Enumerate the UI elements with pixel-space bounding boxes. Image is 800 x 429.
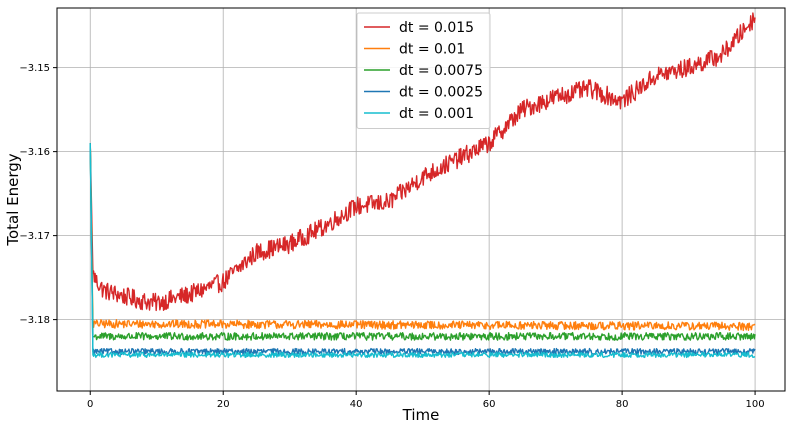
x-tick-label: 0: [87, 399, 93, 410]
x-tick-label: 40: [350, 399, 363, 410]
y-tick-label: −3.15: [19, 63, 50, 74]
y-tick-label: −3.16: [19, 147, 50, 158]
series-line: [89, 12, 756, 312]
series-line: [89, 143, 756, 341]
series-line: [89, 143, 756, 332]
series-line: [89, 143, 756, 359]
legend-entry: dt = 0.015: [399, 20, 474, 36]
plot-frame: [56, 7, 786, 392]
legend-entry: dt = 0.0075: [399, 63, 483, 79]
x-tick-label: 20: [217, 399, 230, 410]
x-tick-label: 80: [616, 399, 629, 410]
legend-entry: dt = 0.01: [399, 42, 465, 58]
x-tick-label: 60: [483, 399, 496, 410]
legend-box: [356, 12, 491, 129]
legend-entry: dt = 0.0025: [399, 85, 483, 101]
y-tick-label: −3.18: [19, 315, 50, 326]
x-tick-label: 100: [746, 399, 765, 410]
series-line: [89, 143, 756, 356]
axis-ticks: 0 20 40 60 80 100 −3.18 −3.17 −3.16 −3.15: [19, 63, 764, 410]
series-layer: [89, 12, 756, 359]
x-axis-label: Time: [402, 406, 440, 424]
legend-entry: dt = 0.001: [399, 106, 474, 122]
y-tick-label: −3.17: [19, 231, 50, 242]
y-axis-label: Total Energy: [4, 153, 22, 246]
legend: dt = 0.015 dt = 0.01 dt = 0.0075 dt = 0.002…: [356, 12, 491, 129]
